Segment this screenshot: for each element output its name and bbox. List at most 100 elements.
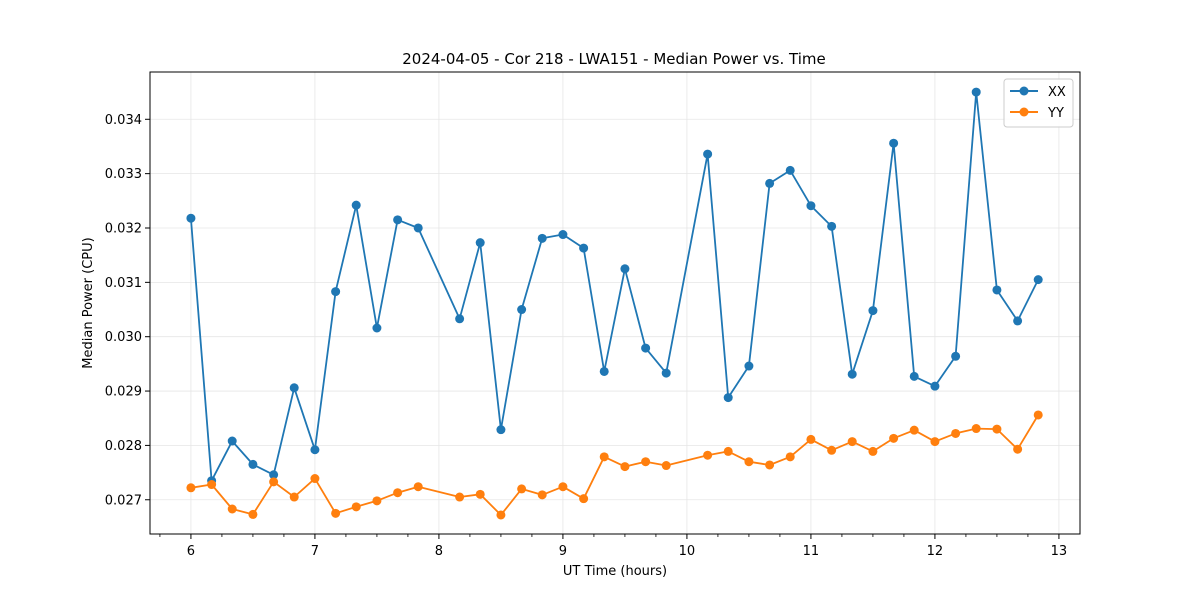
data-point-yy <box>641 457 651 467</box>
data-point-xx <box>1013 316 1023 326</box>
data-point-yy <box>413 482 423 492</box>
data-point-xx <box>889 138 899 148</box>
data-point-xx <box>723 393 733 403</box>
data-point-xx <box>620 264 630 274</box>
data-point-yy <box>331 508 341 518</box>
data-point-xx <box>765 178 775 188</box>
plot-frame <box>149 71 1081 535</box>
data-point-yy <box>393 488 403 498</box>
y-tick-label: 0.031 <box>105 276 142 291</box>
data-point-yy <box>806 434 816 444</box>
data-point-yy <box>372 496 382 506</box>
y-tick-label: 0.034 <box>105 113 142 128</box>
data-point-xx <box>971 87 981 97</box>
data-point-yy <box>1033 410 1043 420</box>
data-point-yy <box>599 452 609 462</box>
data-point-yy <box>909 425 919 435</box>
series-line-xx <box>190 91 1040 482</box>
chart-title: 2024-04-05 - Cor 218 - LWA151 - Median P… <box>402 50 826 68</box>
data-point-xx <box>455 314 465 324</box>
data-point-xx <box>537 233 547 243</box>
data-point-xx <box>372 323 382 333</box>
data-point-xx <box>517 305 527 315</box>
data-point-yy <box>475 489 485 499</box>
data-point-xx <box>930 381 940 391</box>
data-point-xx <box>351 200 361 210</box>
data-point-yy <box>248 509 258 519</box>
data-point-xx <box>847 369 857 379</box>
x-tick-label: 11 <box>803 544 820 559</box>
data-point-yy <box>930 437 940 447</box>
data-point-yy <box>310 474 320 484</box>
legend-marker-xx <box>1019 86 1029 96</box>
data-point-yy <box>517 484 527 494</box>
x-axis-label: UT Time (hours) <box>563 564 667 579</box>
series <box>186 87 1043 520</box>
data-point-xx <box>661 368 671 378</box>
y-tick-label: 0.033 <box>105 167 142 182</box>
x-tick-label: 12 <box>927 544 944 559</box>
data-point-yy <box>785 452 795 462</box>
data-point-yy <box>558 482 568 492</box>
data-point-yy <box>227 504 237 514</box>
y-tick-label: 0.030 <box>105 330 142 345</box>
data-point-yy <box>723 446 733 456</box>
data-point-xx <box>496 425 506 435</box>
legend-marker-yy <box>1019 107 1029 117</box>
data-point-xx <box>393 215 403 225</box>
data-point-xx <box>703 149 713 159</box>
data-point-yy <box>620 462 630 472</box>
data-point-yy <box>455 492 465 502</box>
x-tick-label: 7 <box>311 544 319 559</box>
y-tick-label: 0.028 <box>105 439 142 454</box>
data-point-xx <box>868 306 878 316</box>
series-xx <box>186 87 1043 486</box>
y-axis: 0.027 0.028 0.029 0.030 0.031 0.032 0.033 0.034 <box>105 113 150 508</box>
data-point-yy <box>992 424 1002 434</box>
data-point-yy <box>971 424 981 434</box>
data-point-xx <box>909 371 919 381</box>
y-tick-label: 0.029 <box>105 385 142 400</box>
x-tick-label: 8 <box>435 544 443 559</box>
grid <box>150 72 1080 534</box>
x-tick-label: 6 <box>187 544 195 559</box>
data-point-yy <box>351 502 361 512</box>
data-point-yy <box>207 480 217 490</box>
y-axis-label: Median Power (CPU) <box>81 237 96 368</box>
data-point-yy <box>868 446 878 456</box>
x-tick-label: 13 <box>1051 544 1068 559</box>
data-point-yy <box>269 477 279 487</box>
data-point-xx <box>641 343 651 353</box>
x-axis: 6 7 8 9 10 11 12 13 <box>159 534 1068 559</box>
data-point-yy <box>703 450 713 460</box>
y-tick-label: 0.032 <box>105 221 142 236</box>
data-point-xx <box>806 201 816 211</box>
data-point-yy <box>537 490 547 500</box>
legend: XX YY <box>1003 78 1074 128</box>
data-point-xx <box>248 459 258 469</box>
data-point-xx <box>951 351 961 361</box>
data-point-yy <box>186 483 196 493</box>
series-line-yy <box>190 414 1039 516</box>
legend-label-xx: XX <box>1048 85 1066 100</box>
data-point-yy <box>951 428 961 438</box>
x-tick-label: 9 <box>559 544 567 559</box>
data-point-yy <box>496 510 506 520</box>
data-point-xx <box>992 285 1002 295</box>
series-yy <box>186 410 1043 520</box>
x-tick-label: 10 <box>679 544 696 559</box>
data-point-yy <box>661 461 671 471</box>
data-point-xx <box>558 230 568 240</box>
data-point-yy <box>765 460 775 470</box>
data-point-xx <box>413 223 423 233</box>
legend-label-yy: YY <box>1047 106 1064 121</box>
data-point-xx <box>269 470 279 480</box>
data-point-xx <box>331 287 341 297</box>
data-point-yy <box>827 445 837 455</box>
data-point-xx <box>1033 275 1043 285</box>
data-point-yy <box>744 457 754 467</box>
data-point-xx <box>785 165 795 175</box>
data-point-xx <box>579 243 589 253</box>
data-point-xx <box>744 361 754 371</box>
